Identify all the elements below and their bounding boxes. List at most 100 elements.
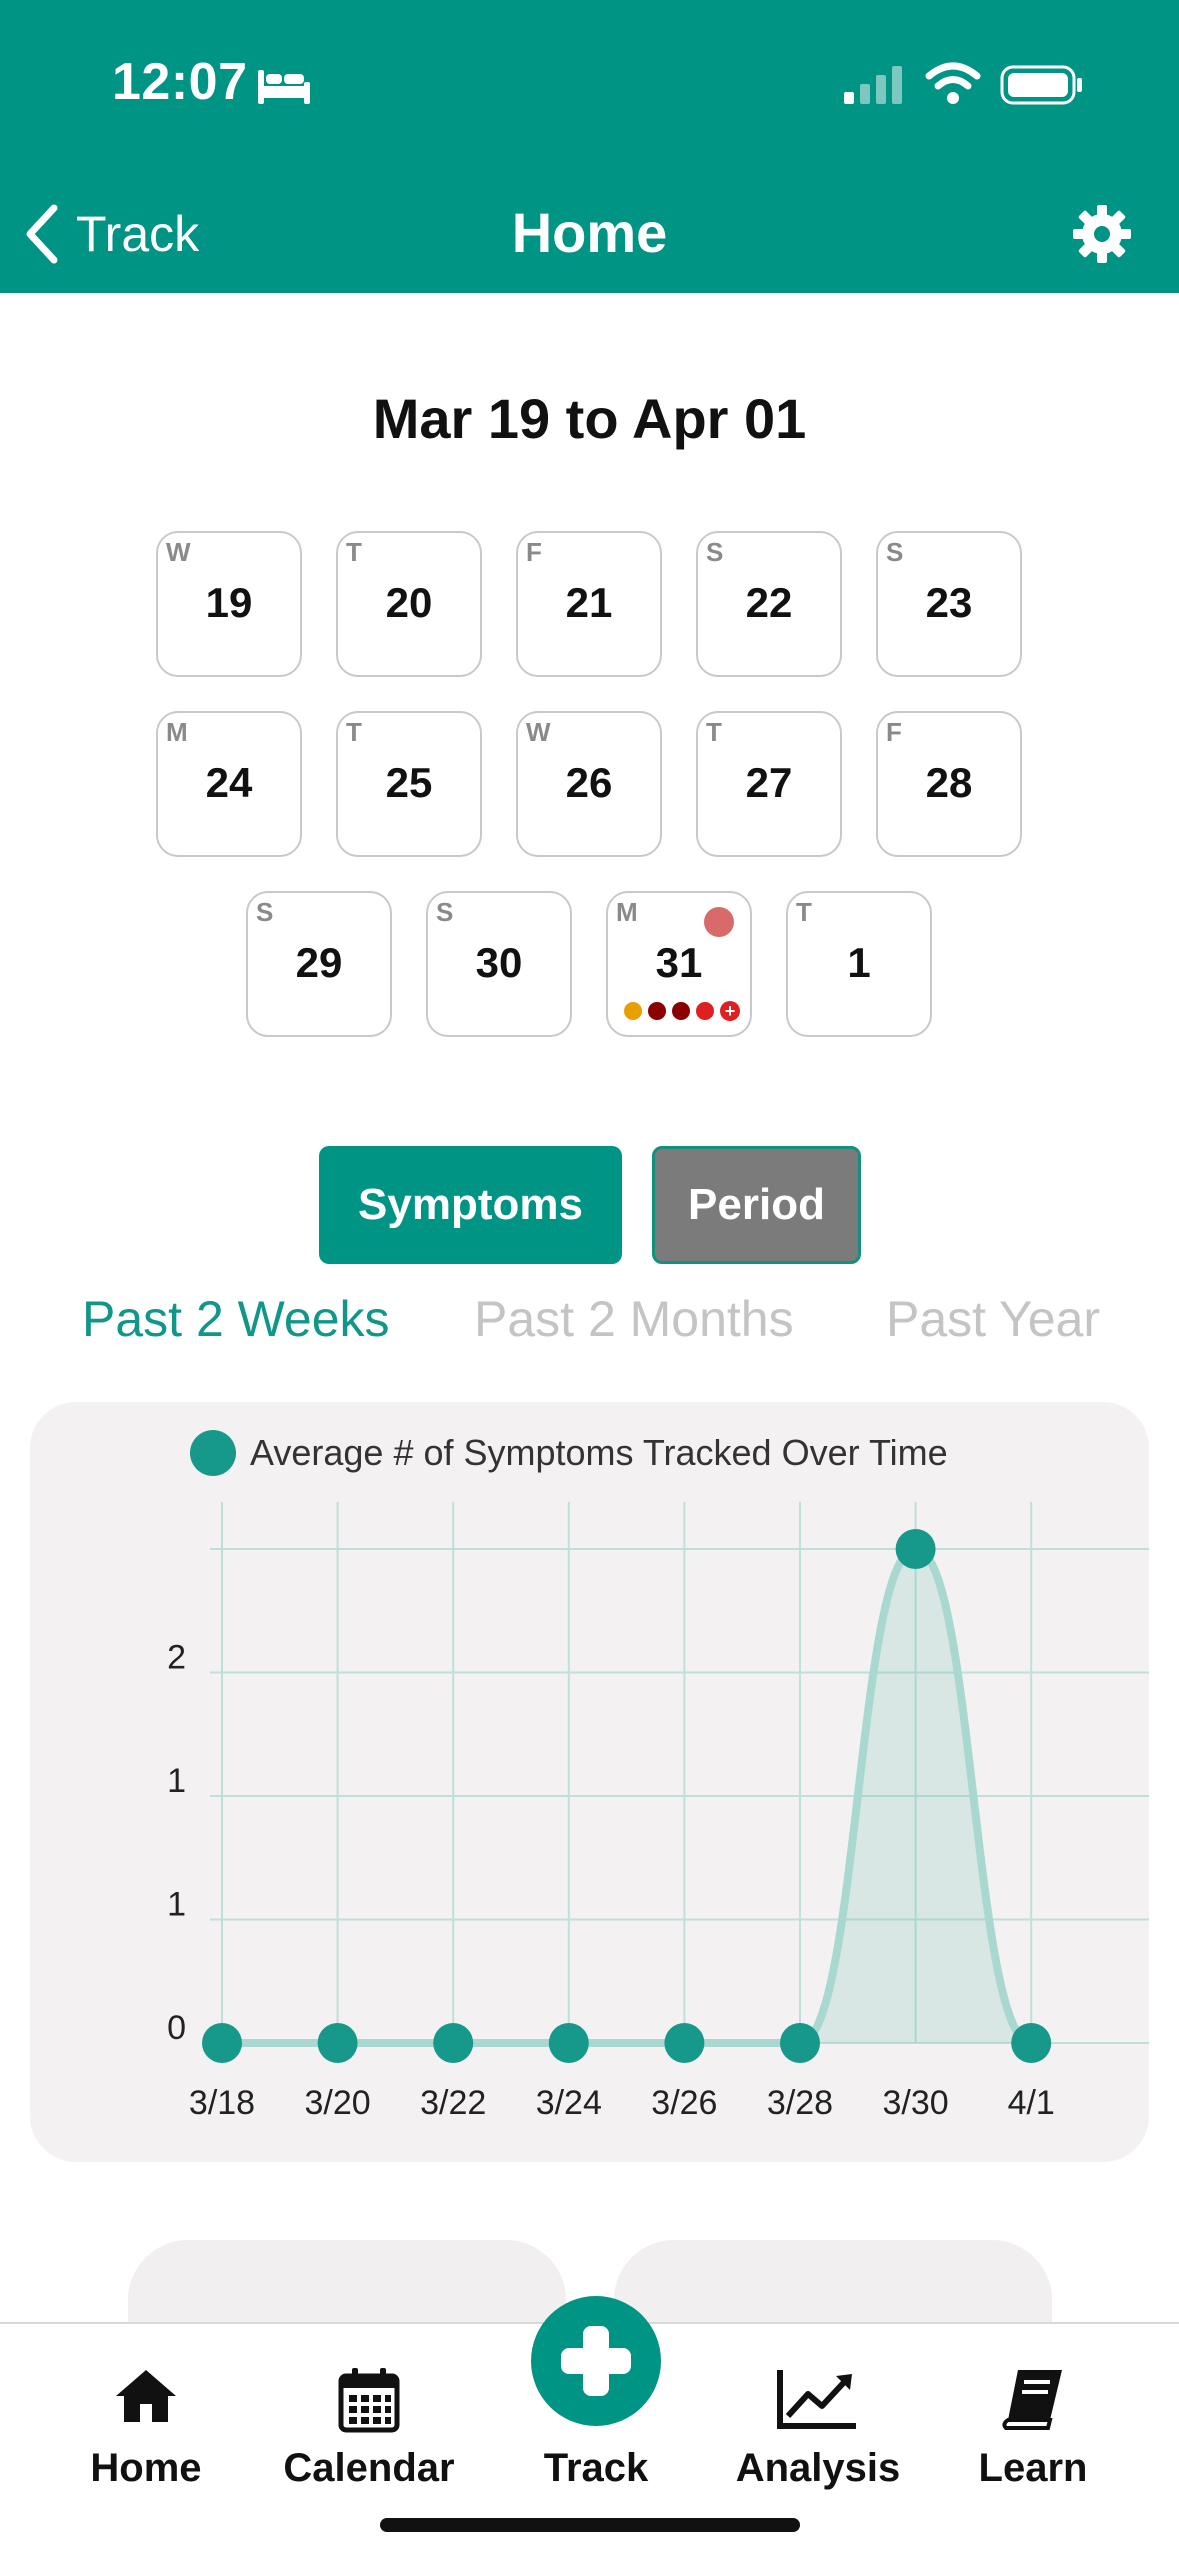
day-cell[interactable]: S 22 [696, 531, 842, 677]
day-number: 26 [565, 759, 613, 806]
chart-title: Average # of Symptoms Tracked Over Time [250, 1432, 948, 1473]
data-point [317, 2023, 358, 2063]
data-point [202, 2023, 242, 2063]
day-weekday: T [706, 717, 722, 747]
day-number: 22 [745, 579, 793, 626]
day-number: 27 [745, 759, 793, 806]
chevron-left-icon [26, 204, 58, 264]
y-tick-label: 0 [167, 2009, 186, 2047]
period-toggle-button[interactable]: Period [652, 1146, 861, 1264]
symptom-chart: 0 1 1 2 3/18 3/20 3/22 3/24 3/26 3/28 3/30 4/1 [167, 1502, 1149, 2122]
data-point [1011, 2023, 1052, 2063]
calendar-icon [338, 2368, 400, 2433]
day-weekday: M [166, 717, 188, 747]
day-number: 24 [205, 759, 253, 806]
tab-analysis-label: Analysis [735, 2446, 901, 2490]
day-cell[interactable]: T 1 [786, 891, 932, 1037]
x-tick-label: 3/30 [883, 2084, 949, 2122]
day-number: 23 [925, 579, 973, 626]
x-tick-label: 3/24 [536, 2084, 602, 2122]
day-weekday: F [526, 537, 542, 567]
home-indicator [380, 2518, 800, 2532]
data-point [548, 2023, 589, 2063]
tab-learn[interactable]: Learn [933, 2324, 1133, 2494]
tab-track[interactable]: Track [496, 2324, 696, 2494]
y-tick-label: 1 [167, 1762, 186, 1800]
x-tick-label: 3/26 [651, 2084, 717, 2122]
series-line [222, 1544, 1033, 2047]
day-cell[interactable]: S 30 [426, 891, 572, 1037]
day-cell[interactable]: W 19 [156, 531, 302, 677]
tab-calendar[interactable]: Calendar [269, 2324, 469, 2494]
x-tick-label: 3/28 [767, 2084, 833, 2122]
bed-icon [258, 70, 310, 104]
symptom-marker-dot [624, 1002, 642, 1020]
tab-analysis[interactable]: Analysis [718, 2324, 918, 2494]
day-number: 30 [475, 939, 523, 986]
period-indicator-dot [704, 907, 734, 937]
back-label: Track [76, 206, 200, 262]
status-time: 12:07 [112, 53, 248, 111]
tab-learn-label: Learn [978, 2446, 1088, 2490]
y-tick-label: 2 [167, 1639, 186, 1677]
x-tick-label: 3/20 [305, 2084, 371, 2122]
wifi-icon [925, 62, 981, 104]
day-weekday: T [346, 537, 362, 567]
chart-line-icon [777, 2370, 856, 2429]
x-tick-label: 4/1 [1008, 2084, 1055, 2122]
day-cell[interactable]: W 26 [516, 711, 662, 857]
day-cell[interactable]: T 27 [696, 711, 842, 857]
symptom-marker-dot [696, 1002, 714, 1020]
symptom-chart-card: Average # of Symptoms Tracked Over Time … [30, 1402, 1149, 2162]
tab-home[interactable]: Home [46, 2324, 246, 2494]
x-tick-label: 3/18 [189, 2084, 255, 2122]
day-number: 19 [205, 579, 253, 626]
day-weekday: W [166, 537, 191, 567]
data-point [433, 2023, 474, 2063]
plus-icon [561, 2326, 631, 2396]
day-number: 28 [925, 759, 973, 806]
tab-past-2-months[interactable]: Past 2 Months [474, 1291, 794, 1347]
back-button[interactable]: Track [22, 198, 199, 270]
day-weekday: S [256, 897, 274, 927]
day-cell[interactable]: T 20 [336, 531, 482, 677]
day-number: 31 [655, 939, 703, 986]
data-point [664, 2023, 705, 2063]
date-range-title: Mar 19 to Apr 01 [372, 387, 807, 450]
day-cell[interactable]: F 28 [876, 711, 1022, 857]
day-weekday: M [616, 897, 638, 927]
track-add-button[interactable] [531, 2296, 661, 2426]
symptom-marker-dot [648, 1002, 666, 1020]
signal-icon [844, 66, 902, 104]
day-cell[interactable]: T 25 [336, 711, 482, 857]
day-cell-today[interactable]: M 31 + [606, 891, 752, 1037]
day-weekday: T [796, 897, 812, 927]
day-weekday: F [886, 717, 902, 747]
series-area [222, 1549, 1032, 2043]
tab-home-label: Home [90, 2446, 202, 2490]
day-cell[interactable]: M 24 [156, 711, 302, 857]
symptom-marker-dot [672, 1002, 690, 1020]
data-point [895, 1529, 936, 1569]
home-icon [116, 2370, 176, 2422]
book-icon [1002, 2370, 1062, 2430]
battery-icon [1000, 65, 1082, 105]
symptom-markers: + [624, 1001, 740, 1021]
gear-icon[interactable] [1071, 203, 1133, 265]
day-cell[interactable]: F 21 [516, 531, 662, 677]
day-cell[interactable]: S 23 [876, 531, 1022, 677]
app-header: 12:07 Track Home [0, 0, 1179, 293]
day-number: 29 [295, 939, 343, 986]
tab-past-2-weeks[interactable]: Past 2 Weeks [82, 1291, 390, 1347]
symptoms-toggle-button[interactable]: Symptoms [319, 1146, 622, 1264]
plus-marker-icon: + [720, 1001, 740, 1021]
tab-past-year[interactable]: Past Year [886, 1291, 1101, 1347]
day-weekday: S [436, 897, 454, 927]
tab-track-label: Track [543, 2446, 649, 2490]
day-number: 20 [385, 579, 433, 626]
day-number: 1 [847, 939, 871, 986]
tab-calendar-label: Calendar [283, 2446, 455, 2490]
x-tick-label: 3/22 [420, 2084, 486, 2122]
y-tick-label: 1 [167, 1886, 186, 1924]
day-cell[interactable]: S 29 [246, 891, 392, 1037]
